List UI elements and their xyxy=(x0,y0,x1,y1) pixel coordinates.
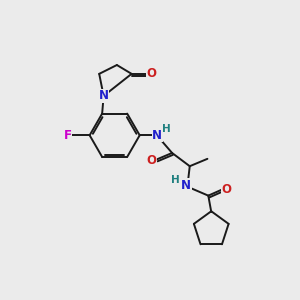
Text: H: H xyxy=(162,124,171,134)
Text: N: N xyxy=(99,89,109,102)
Text: F: F xyxy=(64,129,72,142)
Text: O: O xyxy=(147,68,157,80)
Text: O: O xyxy=(146,154,157,166)
Text: N: N xyxy=(152,129,162,142)
Text: H: H xyxy=(171,175,179,185)
Text: N: N xyxy=(181,179,191,192)
Text: O: O xyxy=(222,183,232,196)
